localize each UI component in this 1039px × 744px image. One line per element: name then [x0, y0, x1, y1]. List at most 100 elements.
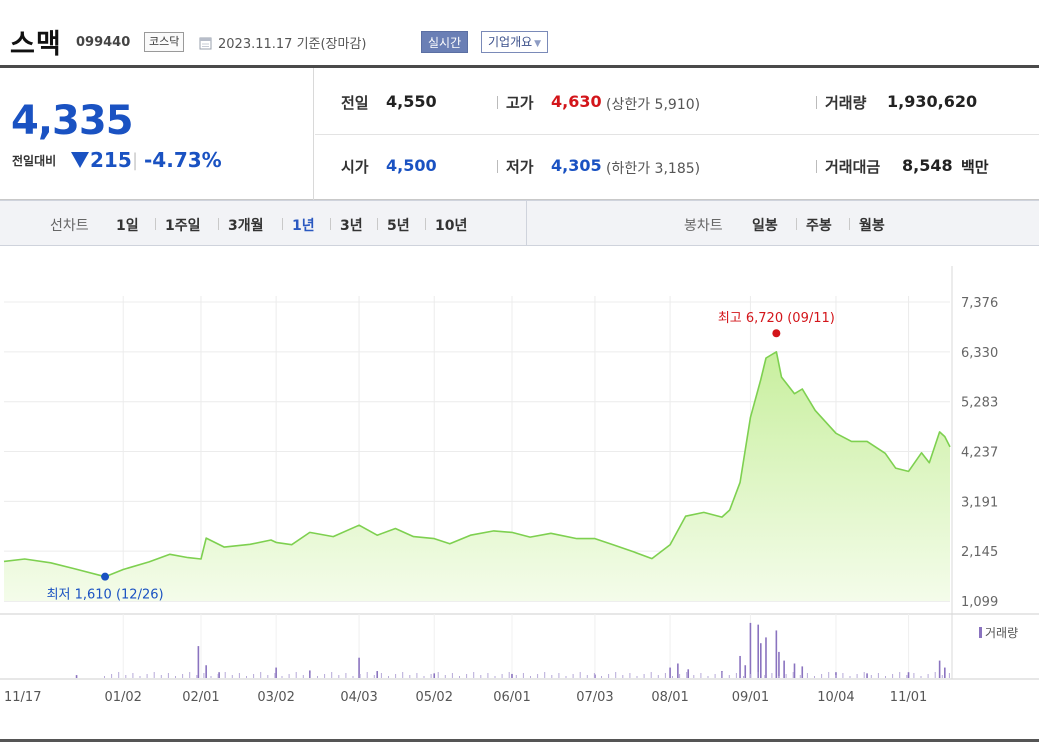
volume-bar	[210, 676, 212, 678]
volume-bar	[146, 674, 148, 678]
tab-3year[interactable]: 3년	[340, 218, 363, 234]
stat-divider	[816, 160, 817, 173]
volume-bar	[380, 673, 382, 678]
x-tick-label: 02/01	[182, 690, 219, 705]
tab-divider	[330, 218, 331, 230]
x-tick-label: 05/02	[416, 690, 453, 705]
low-label: 최저 1,610 (12/26)	[47, 588, 164, 603]
volume-bar	[153, 672, 155, 678]
tab-3month[interactable]: 3개월	[228, 218, 264, 234]
y-tick-label: 1,099	[961, 595, 998, 610]
volume-bar	[317, 676, 318, 678]
low-value: 4,305	[551, 156, 602, 175]
volume-bar	[373, 675, 375, 678]
volume-bar	[586, 675, 588, 678]
tab-daily-candle[interactable]: 일봉	[752, 218, 778, 234]
volume-bar	[473, 672, 475, 678]
volume-bar	[927, 674, 929, 678]
volume-bar	[944, 667, 946, 678]
current-price: 4,335	[11, 98, 134, 144]
volume-legend-label: 거래량	[985, 626, 1018, 640]
change-amount: 215	[90, 148, 132, 172]
volume-bar	[324, 674, 326, 678]
volume-bar	[828, 672, 830, 678]
volume-bar	[395, 674, 397, 678]
tab-1week[interactable]: 1주일	[165, 218, 201, 234]
volume-bar	[778, 651, 780, 678]
tab-monthly-candle[interactable]: 월봉	[859, 218, 885, 234]
stock-name: 스맥	[10, 29, 62, 60]
open-value: 4,500	[386, 156, 437, 175]
volume-bar	[197, 646, 200, 678]
volume-bar	[866, 673, 868, 678]
x-tick-label: 07/03	[576, 690, 613, 705]
volume-bar	[687, 669, 690, 678]
volume-bar	[899, 672, 901, 678]
change-label: 전일대비	[12, 154, 57, 168]
caret-down-icon: ▼	[534, 39, 542, 49]
volume-bar	[302, 675, 304, 678]
volume-bar	[511, 673, 513, 678]
volume-bar	[835, 675, 837, 678]
volume-bar	[629, 673, 631, 678]
volume-bar	[650, 672, 652, 678]
volume-bar	[728, 675, 730, 678]
price-chart[interactable]: 11/17 01/02 02/01 03/02 04/03 05/02 06/01 07/03…	[0, 246, 1039, 739]
volume-bar	[792, 672, 794, 678]
realtime-button[interactable]: 실시간	[421, 31, 469, 53]
volume-bar	[182, 674, 184, 678]
volume-bar	[948, 673, 950, 678]
volume-bar	[664, 673, 666, 678]
tab-1day[interactable]: 1일	[116, 218, 139, 234]
y-tick-label: 2,145	[961, 545, 998, 560]
lower-limit: (하한가 3,185)	[606, 161, 701, 177]
calendar-icon	[199, 37, 212, 50]
volume-bar	[267, 675, 269, 678]
tab-1year[interactable]: 1년	[292, 218, 315, 234]
volume-bar	[572, 674, 574, 678]
volume-bar	[714, 674, 716, 678]
volume-bar	[437, 672, 439, 678]
volume-bar	[388, 676, 389, 678]
company-overview-button[interactable]: 기업개요 ▼	[481, 31, 549, 53]
volume-bar	[205, 665, 207, 678]
change-percent: -4.73%	[144, 148, 222, 172]
volume-bar	[938, 660, 941, 678]
current-price-box: 4,335 전일대비 215 | -4.73%	[0, 68, 314, 200]
volume-bar	[765, 637, 767, 678]
volume-bar	[643, 674, 645, 678]
volume-bar	[515, 675, 517, 678]
tab-5year[interactable]: 5년	[387, 218, 410, 234]
volume-bar	[679, 674, 681, 678]
volume-bar	[672, 676, 673, 678]
volume-bar	[565, 676, 567, 678]
volume-bar	[338, 675, 340, 678]
tab-10year[interactable]: 10년	[435, 218, 468, 234]
stat-divider	[497, 160, 498, 173]
volume-bar	[331, 672, 333, 678]
volume-bar	[359, 674, 361, 678]
volume-bar	[793, 663, 796, 678]
volume-bar	[785, 674, 787, 678]
stat-divider	[497, 96, 498, 109]
low-label: 저가	[506, 158, 534, 176]
market-tag: 코스닥	[144, 32, 185, 52]
volume-bar	[907, 672, 910, 678]
line-chart-label: 선차트	[50, 218, 89, 234]
tab-weekly-candle[interactable]: 주봉	[806, 218, 832, 234]
low-marker	[101, 572, 110, 581]
volume-bar	[775, 630, 778, 678]
volume-bar	[693, 675, 695, 678]
volume-bar	[480, 675, 482, 678]
stats-row-divider	[315, 134, 1039, 135]
volume-bar	[125, 675, 127, 678]
volume-bar	[430, 674, 432, 678]
volume-bar	[309, 670, 311, 678]
volume-bar	[494, 676, 496, 678]
volume-bar	[444, 675, 446, 678]
volume-bar	[669, 667, 671, 678]
volume-bar	[941, 675, 943, 678]
volume-bar	[814, 676, 815, 678]
volume-bar	[783, 660, 785, 678]
x-tick-label: 10/04	[817, 690, 854, 705]
